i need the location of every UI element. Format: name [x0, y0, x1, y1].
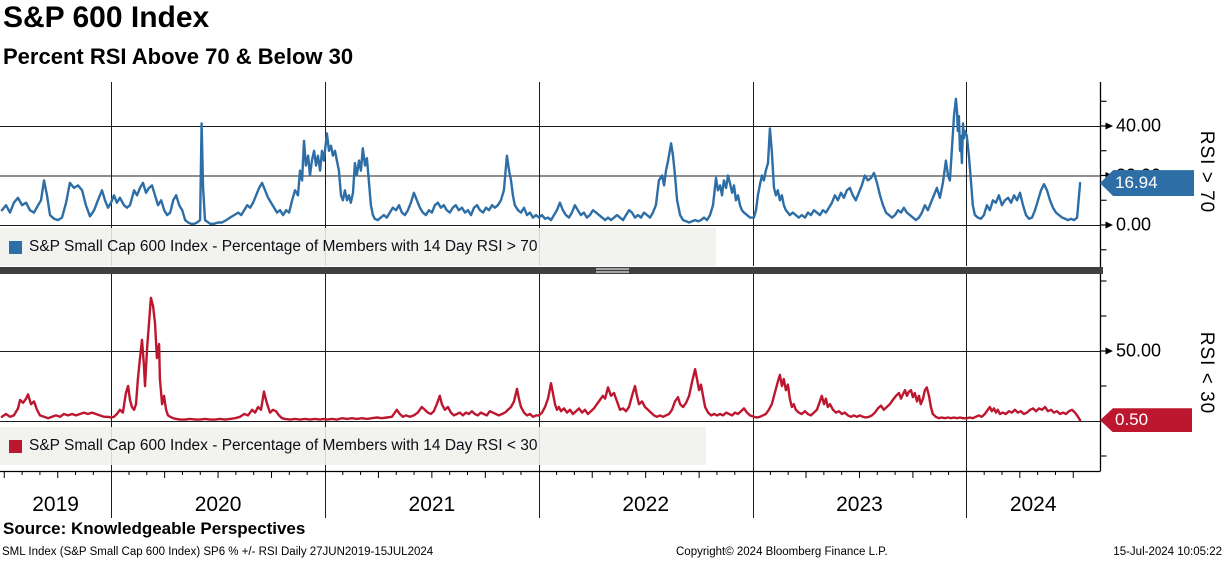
x-axis-year-label: 2021 — [408, 493, 456, 516]
page-subtitle: Percent RSI Above 70 & Below 30 — [3, 44, 354, 69]
source-line: Source: Knowledgeable Perspectives — [3, 519, 306, 538]
right-axis-title-rsi-above: RSI > 70 — [1196, 130, 1217, 214]
y-tick-label: 50.00 — [1116, 340, 1162, 361]
page-title: S&P 600 Index — [3, 1, 210, 34]
last-value-rsi-above: 16.94 — [1115, 173, 1158, 193]
legend-label-rsi-above-70: S&P Small Cap 600 Index - Percentage of … — [29, 238, 538, 255]
timestamp: 15-Jul-2024 10:05:22 — [1113, 546, 1222, 558]
divider-grip-icon[interactable] — [596, 268, 629, 273]
legend-swatch-blue — [9, 240, 22, 254]
last-value-tag-rsi-above: 16.94 — [1100, 170, 1194, 197]
x-axis-year-label: 2022 — [622, 493, 670, 516]
legend-rsi-below-30: S&P Small Cap 600 Index - Percentage of … — [0, 427, 706, 465]
x-axis-year-label: 2020 — [194, 493, 242, 516]
last-value-rsi-below: 0.50 — [1115, 410, 1149, 430]
y-tick-label: 0.00 — [1116, 214, 1152, 235]
panel-resize-divider[interactable] — [0, 267, 1103, 274]
legend-rsi-above-70: S&P Small Cap 600 Index - Percentage of … — [0, 228, 716, 266]
x-axis-year-label: 2019 — [32, 493, 79, 516]
x-axis-year-label: 2024 — [1009, 493, 1057, 516]
right-axis-title-rsi-below: RSI < 30 — [1196, 331, 1217, 415]
ticker-note: SML Index (S&P Small Cap 600 Index) SP6 … — [2, 546, 434, 558]
copyright-line: Copyright© 2024 Bloomberg Finance L.P. — [676, 546, 888, 558]
legend-swatch-red — [9, 439, 22, 453]
y-tick-label: 40.00 — [1116, 115, 1162, 136]
legend-label-rsi-below-30: S&P Small Cap 600 Index - Percentage of … — [29, 437, 538, 454]
x-axis-year-label: 2023 — [836, 493, 883, 516]
last-value-tag-rsi-below: 0.50 — [1100, 408, 1192, 433]
